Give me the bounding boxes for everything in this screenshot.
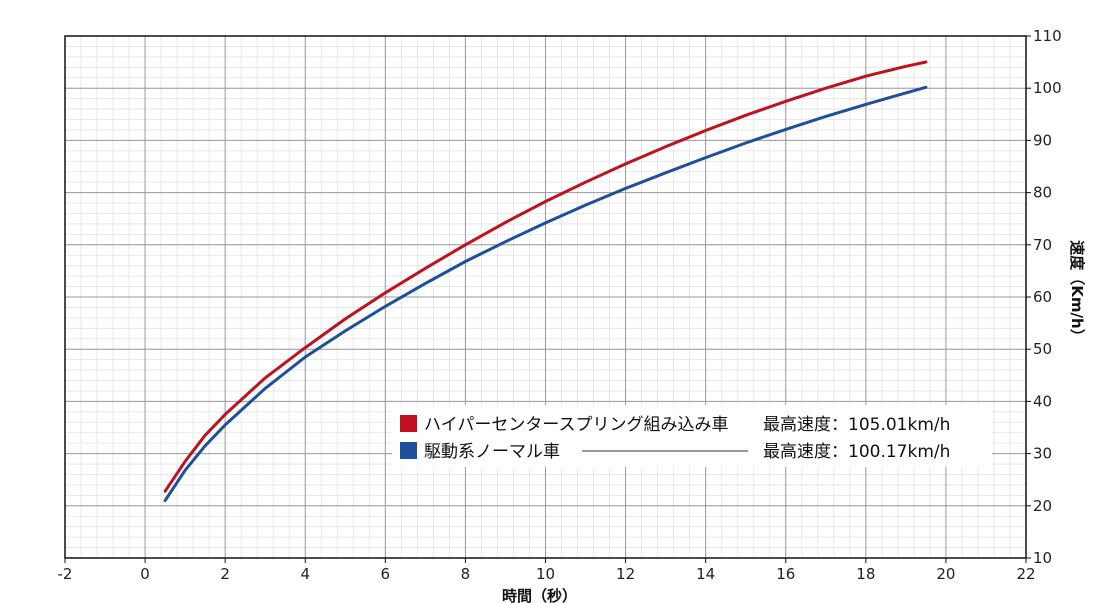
legend-label: 駆動系ノーマル車 <box>424 442 560 462</box>
x-tick-label: 4 <box>300 565 310 583</box>
x-tick-label: 6 <box>381 565 391 583</box>
x-tick-label: 0 <box>140 565 150 583</box>
legend-label: ハイパーセンタースプリング組み込み車 <box>424 415 728 435</box>
y-tick-label: 110 <box>1033 27 1062 45</box>
x-tick-label: 20 <box>936 565 955 583</box>
legend-background <box>392 405 992 467</box>
x-tick-label: 8 <box>461 565 471 583</box>
x-tick-label: 2 <box>220 565 230 583</box>
legend-max-speed: 最高速度：105.01km/h <box>763 415 950 435</box>
axes: -2 0 2 4 6 8 10 12 14 16 18 20 221020304050607080901… <box>58 27 1062 583</box>
legend-swatch-blue <box>400 442 417 459</box>
series-layer <box>163 60 928 503</box>
x-tick-label: 22 <box>1016 565 1035 583</box>
y-tick-label: 30 <box>1033 445 1052 463</box>
series-line-hyper-spring <box>163 60 928 493</box>
y-tick-label: 20 <box>1033 497 1052 515</box>
x-tick-label: 18 <box>856 565 875 583</box>
y-tick-label: 50 <box>1033 340 1052 358</box>
y-tick-label: 90 <box>1033 131 1052 149</box>
x-tick-label: -2 <box>58 565 73 583</box>
x-tick-label: 14 <box>696 565 715 583</box>
y-tick-label: 100 <box>1033 79 1062 97</box>
legend: ハイパーセンタースプリング組み込み車 最高速度：105.01km/h 駆動系ノー… <box>392 405 992 467</box>
y-tick-label: 10 <box>1033 549 1052 567</box>
x-tick-label: 10 <box>536 565 555 583</box>
grid <box>64 35 1027 559</box>
y-axis-title: 速度（Km/h） <box>1068 240 1086 343</box>
y-tick-label: 60 <box>1033 288 1052 306</box>
x-axis-title: 時間（秒） <box>502 587 577 603</box>
y-tick-label: 80 <box>1033 184 1052 202</box>
y-tick-label: 40 <box>1033 392 1052 410</box>
series-line-normal <box>163 85 928 503</box>
y-tick-label: 70 <box>1033 236 1052 254</box>
legend-swatch-red <box>400 415 417 432</box>
x-tick-label: 16 <box>776 565 795 583</box>
legend-max-speed: 最高速度：100.17km/h <box>763 442 950 462</box>
x-tick-label: 12 <box>616 565 635 583</box>
